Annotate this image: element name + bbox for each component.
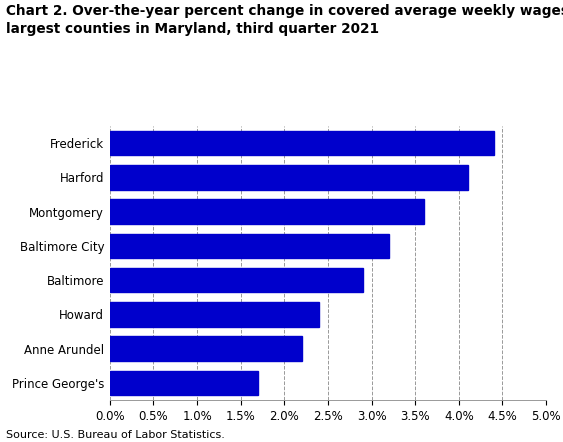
Bar bbox=[110, 268, 363, 293]
Text: Chart 2. Over-the-year percent change in covered average weekly wages among the
: Chart 2. Over-the-year percent change in… bbox=[6, 4, 563, 36]
Bar bbox=[110, 370, 258, 395]
Text: Source: U.S. Bureau of Labor Statistics.: Source: U.S. Bureau of Labor Statistics. bbox=[6, 430, 225, 440]
Bar bbox=[110, 302, 319, 327]
Bar bbox=[110, 336, 302, 361]
Bar bbox=[110, 165, 467, 190]
Bar bbox=[110, 233, 389, 258]
Bar bbox=[110, 199, 424, 224]
Bar bbox=[110, 131, 494, 156]
